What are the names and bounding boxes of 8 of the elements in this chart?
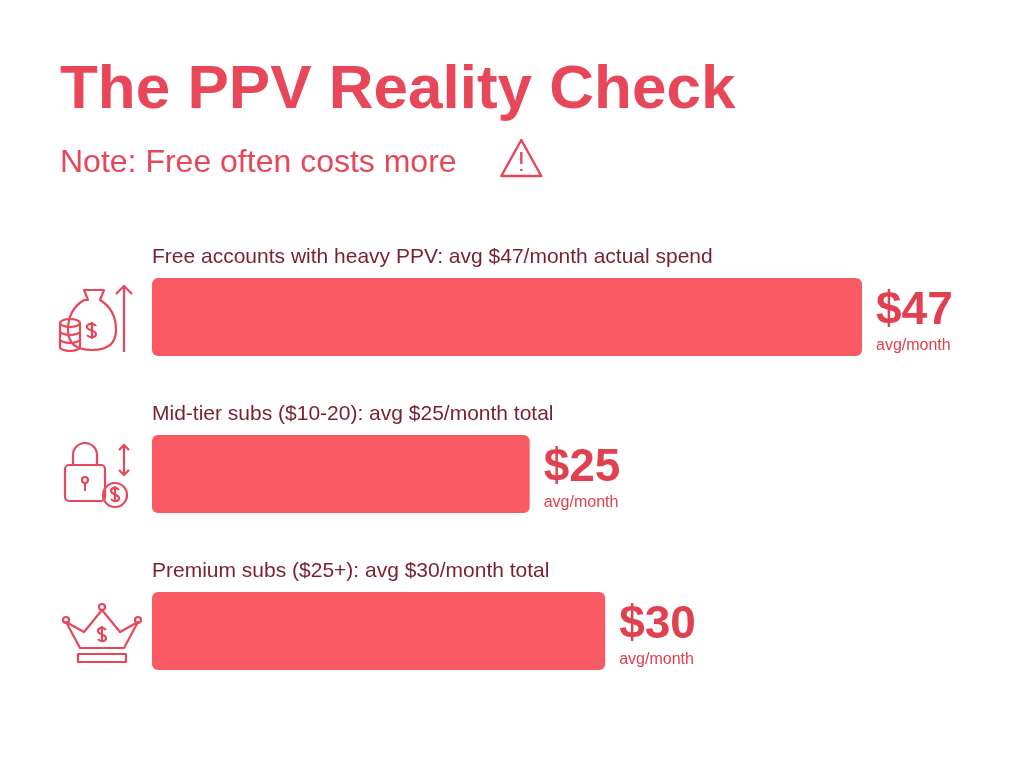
y-tick-label: Premium subs ($25+): avg $30/month total: [152, 558, 550, 581]
data-label: $30 avg/month: [619, 596, 696, 667]
data-label: $25 avg/month: [543, 439, 621, 510]
chart-title: The PPV Reality Check: [60, 52, 736, 121]
y-tick-label: Mid-tier subs ($10-20): avg $25/month total: [152, 401, 554, 424]
chart-subtitle: Note: Free often costs more: [60, 143, 457, 179]
y-tick-label: Free accounts with heavy PPV: avg $47/month actual spend: [152, 244, 713, 267]
data-label: $47 avg/month: [876, 282, 953, 353]
